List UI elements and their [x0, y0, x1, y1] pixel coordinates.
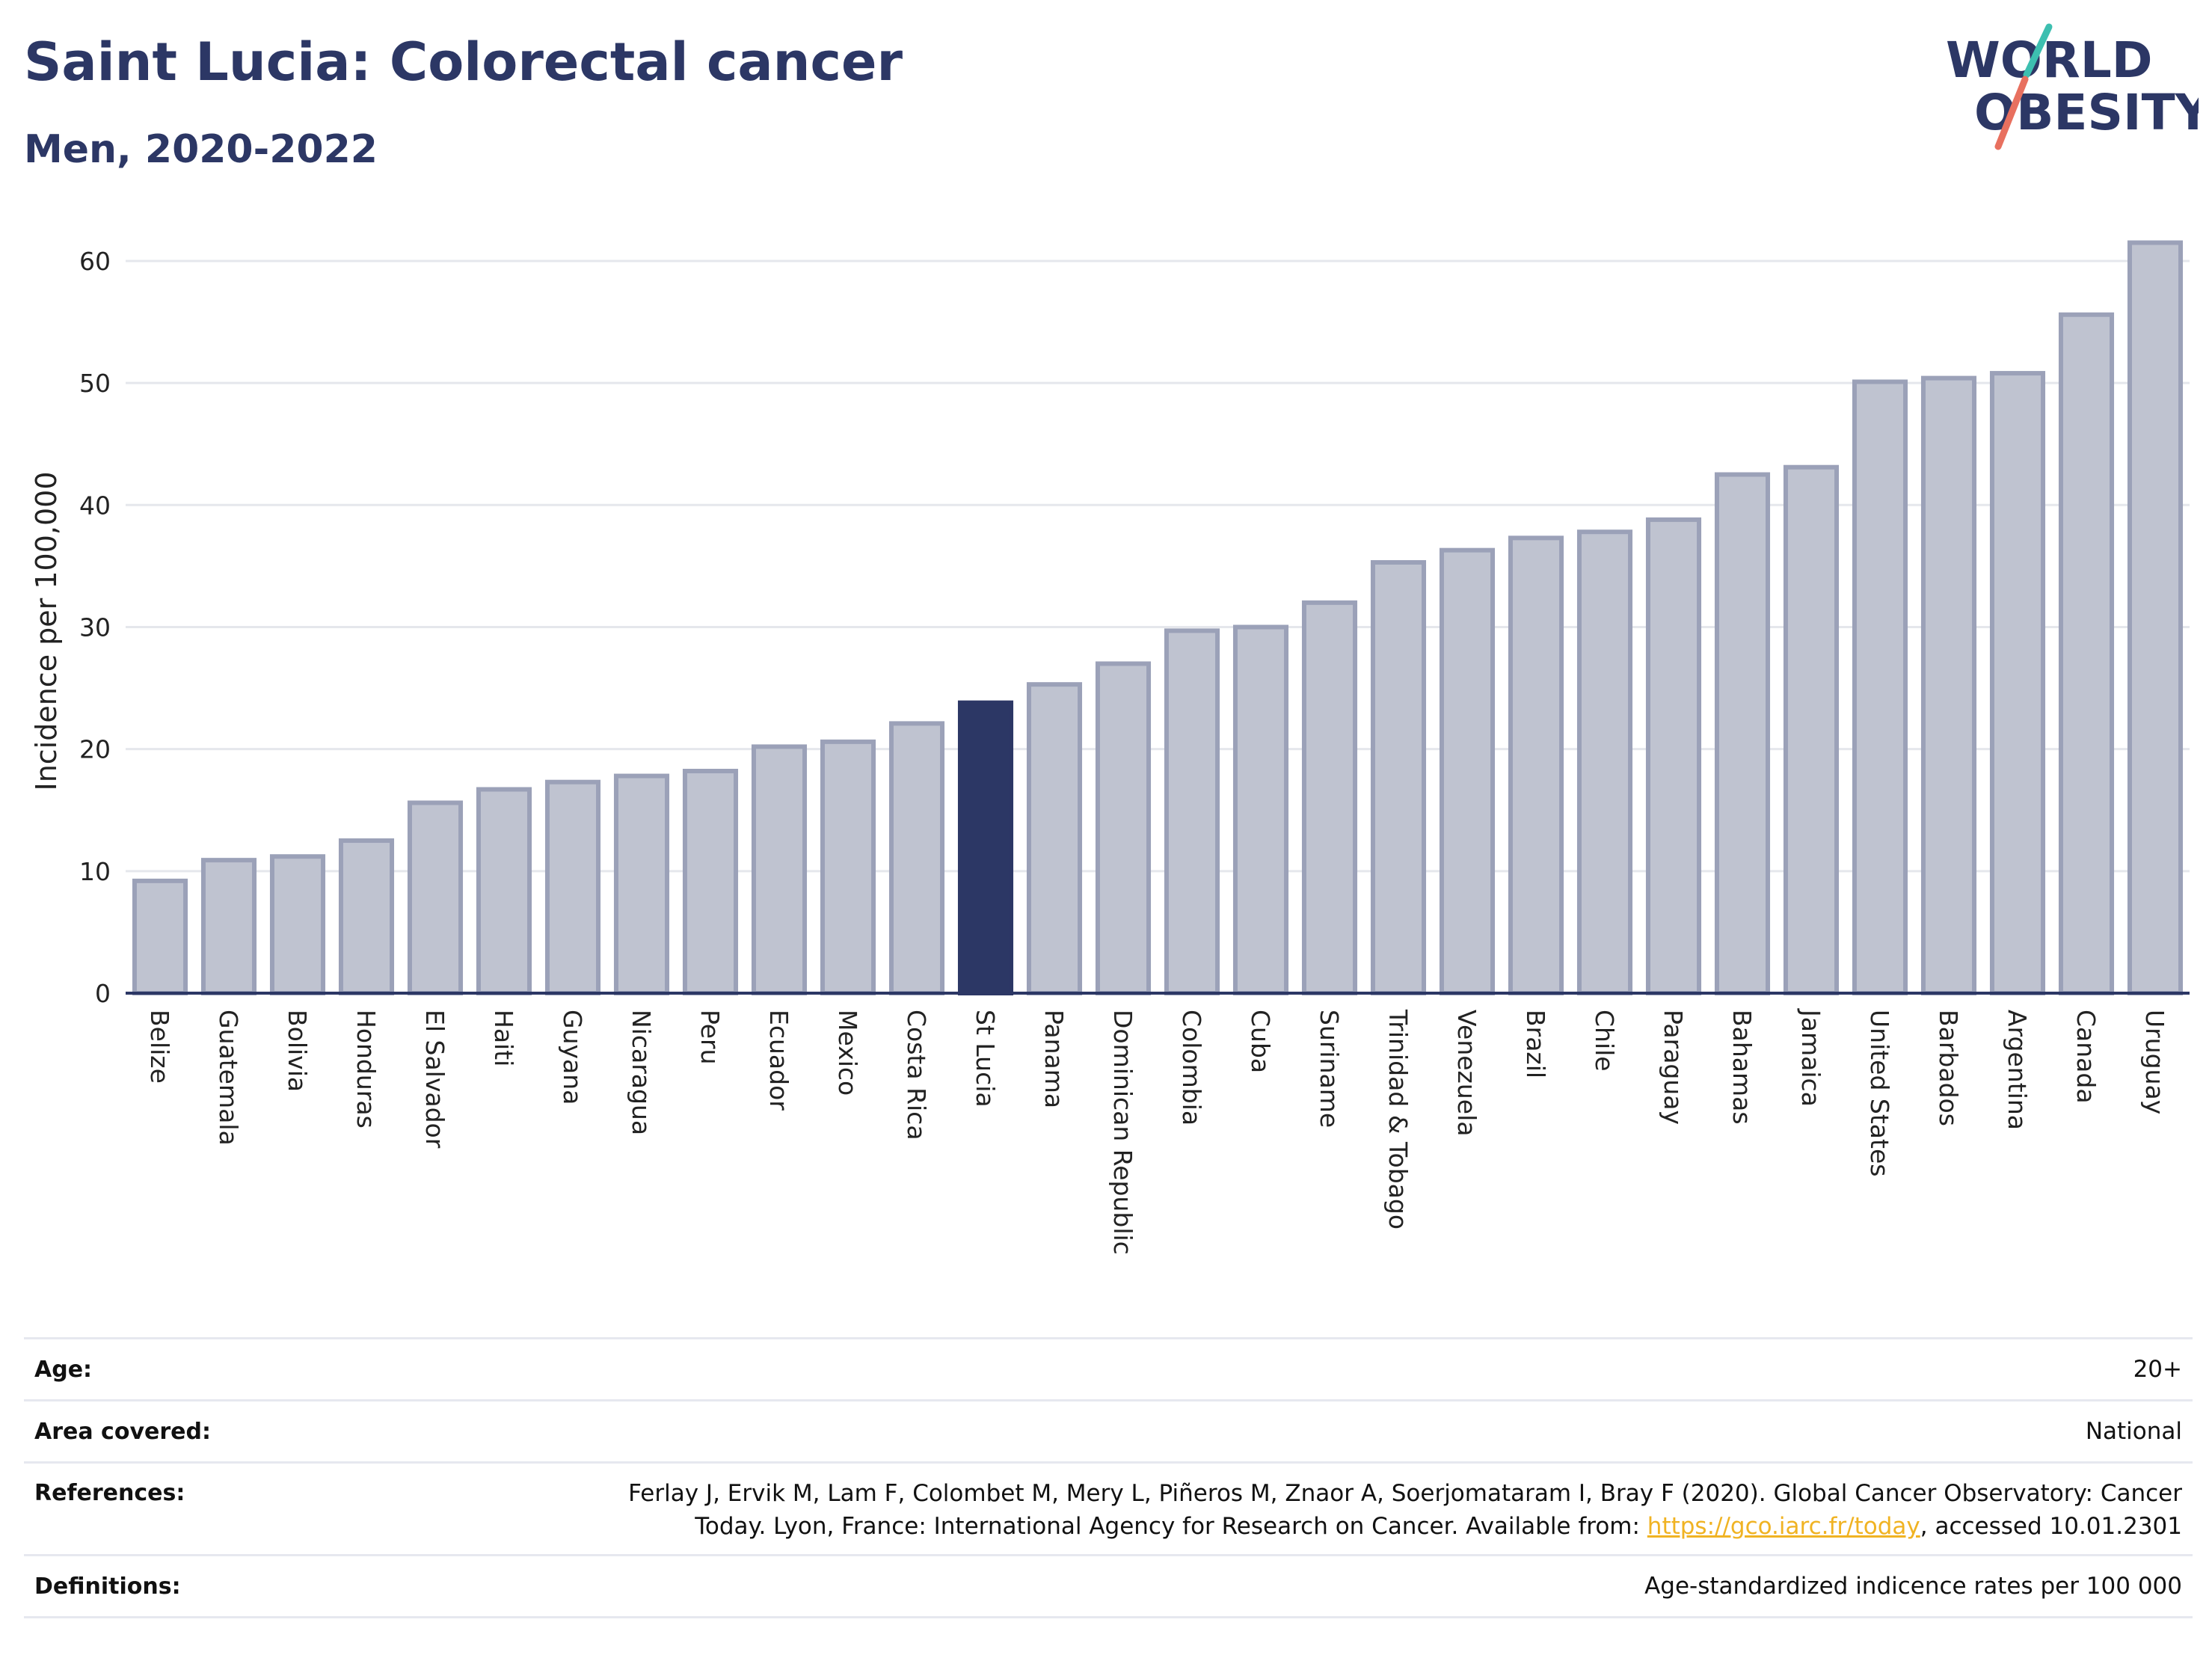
- bar: [1370, 559, 1427, 995]
- info-row-area: Area covered: National: [24, 1399, 2193, 1461]
- bar-chart: 0 10 20 30 40 50 60 Incidence per 100,000 Belize…: [30, 240, 2190, 1255]
- bar: [682, 769, 739, 995]
- x-tick-label: Argentina: [2003, 1010, 2032, 1130]
- y-tick-label: 20: [79, 735, 111, 764]
- x-tick-label: Colombia: [1177, 1010, 1206, 1126]
- x-tick-label: Peru: [695, 1010, 725, 1065]
- y-tick-label: 50: [79, 369, 111, 398]
- x-tick-label: Canada: [2071, 1010, 2101, 1104]
- bar: [1164, 628, 1220, 995]
- x-tick-label: United States: [1865, 1010, 1894, 1176]
- info-row-definitions: Definitions: Age-standardized indicence …: [24, 1554, 2193, 1618]
- references-link[interactable]: https://gco.iarc.fr/today: [1647, 1513, 1920, 1540]
- world-obesity-logo: WORLD OBESITY: [1946, 23, 2199, 150]
- bar: [200, 858, 257, 995]
- x-tick-label: Cuba: [1246, 1010, 1275, 1073]
- bar-highlighted: [957, 700, 1014, 996]
- x-tick-label: Nicaragua: [627, 1010, 656, 1135]
- bar: [544, 779, 601, 995]
- references-line2-pre: Today. Lyon, France: International Agenc…: [695, 1513, 1647, 1540]
- info-row-age: Age: 20+: [24, 1337, 2193, 1399]
- x-tick-label: Uruguay: [2140, 1010, 2169, 1114]
- bar: [1989, 371, 2046, 996]
- y-tick-label: 30: [79, 612, 111, 642]
- bar: [1852, 379, 1908, 995]
- x-tick-label: Suriname: [1315, 1010, 1344, 1128]
- references-value: Ferlay J, Ervik M, Lam F, Colombet M, Me…: [628, 1477, 2182, 1543]
- bar: [1645, 517, 1702, 995]
- bar: [407, 800, 464, 996]
- bar: [1026, 682, 1083, 996]
- bar: [1576, 529, 1633, 995]
- x-tick-label: Venezuela: [1452, 1010, 1481, 1136]
- bar: [1783, 464, 1840, 995]
- references-line1: Ferlay J, Ervik M, Lam F, Colombet M, Me…: [628, 1480, 2182, 1507]
- x-tick-label: Bahamas: [1727, 1010, 1757, 1125]
- bar: [1301, 600, 1358, 995]
- y-tick-label: 0: [95, 979, 111, 1008]
- x-tick-label: Brazil: [1521, 1010, 1550, 1078]
- x-tick-label: Barbados: [1934, 1010, 1963, 1126]
- x-tick-label: Dominican Republic: [1108, 1010, 1137, 1255]
- bar: [613, 773, 670, 995]
- age-value: 20+: [2133, 1356, 2182, 1383]
- logo-line1: WORLD: [1946, 31, 2153, 89]
- bar: [1232, 624, 1289, 995]
- references-line2-post: , accessed 10.01.2301: [1920, 1513, 2182, 1540]
- logo-slash-bottom: [1994, 76, 2029, 150]
- y-tick-label: 40: [79, 491, 111, 520]
- page-subtitle: Men, 2020-2022: [24, 127, 378, 172]
- y-axis-label: Incidence per 100,000: [30, 471, 63, 790]
- page-title: Saint Lucia: Colorectal cancer: [24, 31, 903, 93]
- x-tick-label: Paraguay: [1659, 1010, 1688, 1125]
- x-tick-label: Chile: [1590, 1010, 1619, 1072]
- bar: [2127, 240, 2184, 995]
- area-label: Area covered:: [34, 1418, 211, 1445]
- x-tick-label: Guyana: [558, 1010, 587, 1105]
- x-tick-label: Mexico: [833, 1010, 862, 1096]
- x-tick-label: Trinidad & Tobago: [1383, 1009, 1413, 1229]
- bar: [269, 854, 326, 995]
- definitions-label: Definitions:: [34, 1573, 181, 1600]
- references-label: References:: [34, 1480, 185, 1506]
- x-tick-label: Bolivia: [283, 1010, 312, 1092]
- x-tick-label: Honduras: [351, 1010, 381, 1129]
- y-tick-label: 60: [79, 247, 111, 276]
- x-tick-label: St Lucia: [971, 1010, 1000, 1108]
- bar: [338, 838, 395, 995]
- bar: [820, 739, 876, 995]
- bar: [1920, 375, 1977, 996]
- definitions-value: Age-standardized indicence rates per 100…: [1644, 1573, 2182, 1600]
- bar: [1714, 472, 1771, 995]
- x-tick-label: Panama: [1039, 1010, 1069, 1108]
- x-tick-label: Costa Rica: [902, 1010, 931, 1140]
- area-value: National: [2085, 1418, 2182, 1445]
- x-tick-label: El Salvador: [420, 1010, 449, 1149]
- x-tick-label: Haiti: [489, 1010, 518, 1066]
- bar: [476, 787, 532, 995]
- bar: [1439, 547, 1496, 995]
- x-tick-label: Guatemala: [214, 1010, 243, 1146]
- x-tick-label: Belize: [145, 1010, 174, 1084]
- x-tick-label: Jamaica: [1796, 1008, 1825, 1107]
- bar: [1508, 535, 1564, 995]
- age-label: Age:: [34, 1356, 93, 1383]
- bar: [751, 744, 808, 996]
- bar: [132, 878, 188, 996]
- y-tick-label: 10: [79, 857, 111, 886]
- info-table: Age: 20+ Area covered: National Referenc…: [24, 1337, 2193, 1618]
- bar: [888, 721, 945, 996]
- info-row-references: References: Ferlay J, Ervik M, Lam F, Co…: [24, 1461, 2193, 1554]
- logo-slash-top: [2023, 23, 2053, 79]
- bar: [2058, 312, 2115, 995]
- x-tick-label: Ecuador: [764, 1010, 793, 1111]
- bar: [1095, 661, 1152, 996]
